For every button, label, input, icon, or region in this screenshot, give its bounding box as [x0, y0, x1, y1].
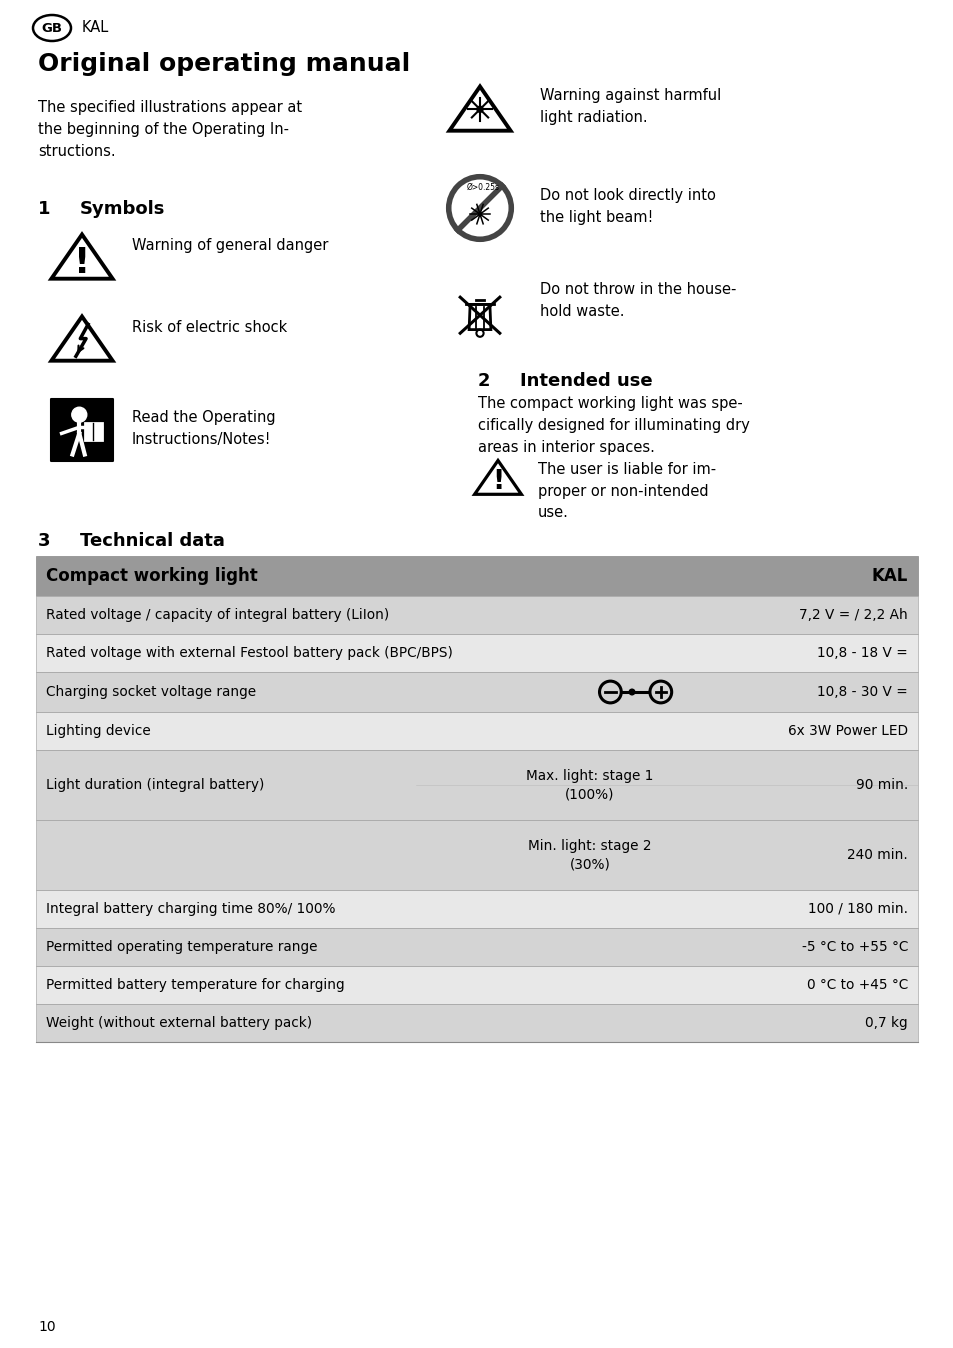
- Text: Rated voltage with external Festool battery pack (BPC/BPS): Rated voltage with external Festool batt…: [46, 646, 453, 661]
- FancyBboxPatch shape: [36, 673, 917, 712]
- Text: Lighting device: Lighting device: [46, 724, 151, 737]
- Text: 90 min.: 90 min.: [855, 778, 907, 793]
- Text: 100 / 180 min.: 100 / 180 min.: [807, 902, 907, 917]
- Text: Symbols: Symbols: [80, 200, 165, 218]
- Text: Intended use: Intended use: [519, 372, 652, 390]
- Text: 1: 1: [38, 200, 51, 218]
- Text: 10,8 - 18 V =: 10,8 - 18 V =: [817, 646, 907, 661]
- Text: 0 °C to +45 °C: 0 °C to +45 °C: [806, 979, 907, 992]
- Text: Min. light: stage 2
(30%): Min. light: stage 2 (30%): [528, 838, 651, 871]
- Text: Rated voltage / capacity of integral battery (LiIon): Rated voltage / capacity of integral bat…: [46, 608, 389, 621]
- Text: Light duration (integral battery): Light duration (integral battery): [46, 778, 264, 793]
- Text: !: !: [73, 245, 90, 280]
- Text: Permitted operating temperature range: Permitted operating temperature range: [46, 940, 317, 954]
- Text: Technical data: Technical data: [80, 532, 225, 550]
- Text: The user is liable for im-
proper or non-intended
use.: The user is liable for im- proper or non…: [537, 462, 716, 520]
- FancyBboxPatch shape: [36, 1004, 917, 1042]
- Text: !: !: [492, 469, 503, 495]
- Text: The specified illustrations appear at
the beginning of the Operating In-
structi: The specified illustrations appear at th…: [38, 100, 302, 159]
- Text: The compact working light was spe-
cifically designed for illuminating dry
areas: The compact working light was spe- cific…: [477, 396, 749, 456]
- Text: Integral battery charging time 80%/ 100%: Integral battery charging time 80%/ 100%: [46, 902, 335, 917]
- FancyBboxPatch shape: [36, 820, 917, 890]
- Text: Risk of electric shock: Risk of electric shock: [132, 319, 287, 336]
- Text: KAL: KAL: [82, 20, 110, 35]
- FancyBboxPatch shape: [36, 967, 917, 1004]
- Circle shape: [628, 689, 635, 696]
- Text: Warning against harmful
light radiation.: Warning against harmful light radiation.: [539, 88, 720, 124]
- FancyBboxPatch shape: [36, 749, 917, 820]
- FancyBboxPatch shape: [36, 927, 917, 967]
- Text: Compact working light: Compact working light: [46, 568, 257, 585]
- Circle shape: [476, 106, 482, 112]
- Text: -5 °C to +55 °C: -5 °C to +55 °C: [801, 940, 907, 954]
- Text: Charging socket voltage range: Charging socket voltage range: [46, 685, 255, 700]
- Text: Weight (without external battery pack): Weight (without external battery pack): [46, 1016, 312, 1030]
- Text: GB: GB: [42, 22, 63, 35]
- Text: Do not look directly into
the light beam!: Do not look directly into the light beam…: [539, 187, 715, 225]
- Text: 10,8 - 30 V =: 10,8 - 30 V =: [817, 685, 907, 700]
- Text: 7,2 V = / 2,2 Ah: 7,2 V = / 2,2 Ah: [799, 608, 907, 621]
- Text: 10: 10: [38, 1320, 55, 1335]
- Circle shape: [71, 407, 87, 422]
- Text: 240 min.: 240 min.: [846, 848, 907, 861]
- Circle shape: [477, 212, 482, 217]
- Text: Original operating manual: Original operating manual: [38, 53, 410, 75]
- FancyBboxPatch shape: [36, 634, 917, 673]
- Text: Max. light: stage 1
(100%): Max. light: stage 1 (100%): [526, 768, 653, 802]
- Text: Do not throw in the house-
hold waste.: Do not throw in the house- hold waste.: [539, 282, 736, 318]
- Text: 6x 3W Power LED: 6x 3W Power LED: [787, 724, 907, 737]
- Text: Read the Operating
Instructions/Notes!: Read the Operating Instructions/Notes!: [132, 410, 275, 446]
- Text: Warning of general danger: Warning of general danger: [132, 239, 328, 253]
- FancyBboxPatch shape: [36, 596, 917, 634]
- FancyBboxPatch shape: [36, 890, 917, 927]
- Text: 2: 2: [477, 372, 490, 390]
- FancyBboxPatch shape: [85, 423, 102, 439]
- FancyBboxPatch shape: [36, 555, 917, 596]
- Text: Permitted battery temperature for charging: Permitted battery temperature for chargi…: [46, 979, 344, 992]
- Text: Ø>0.25s: Ø>0.25s: [466, 182, 498, 191]
- Text: KAL: KAL: [871, 568, 907, 585]
- FancyBboxPatch shape: [36, 712, 917, 749]
- Text: 3: 3: [38, 532, 51, 550]
- FancyBboxPatch shape: [51, 399, 112, 461]
- Text: 0,7 kg: 0,7 kg: [864, 1016, 907, 1030]
